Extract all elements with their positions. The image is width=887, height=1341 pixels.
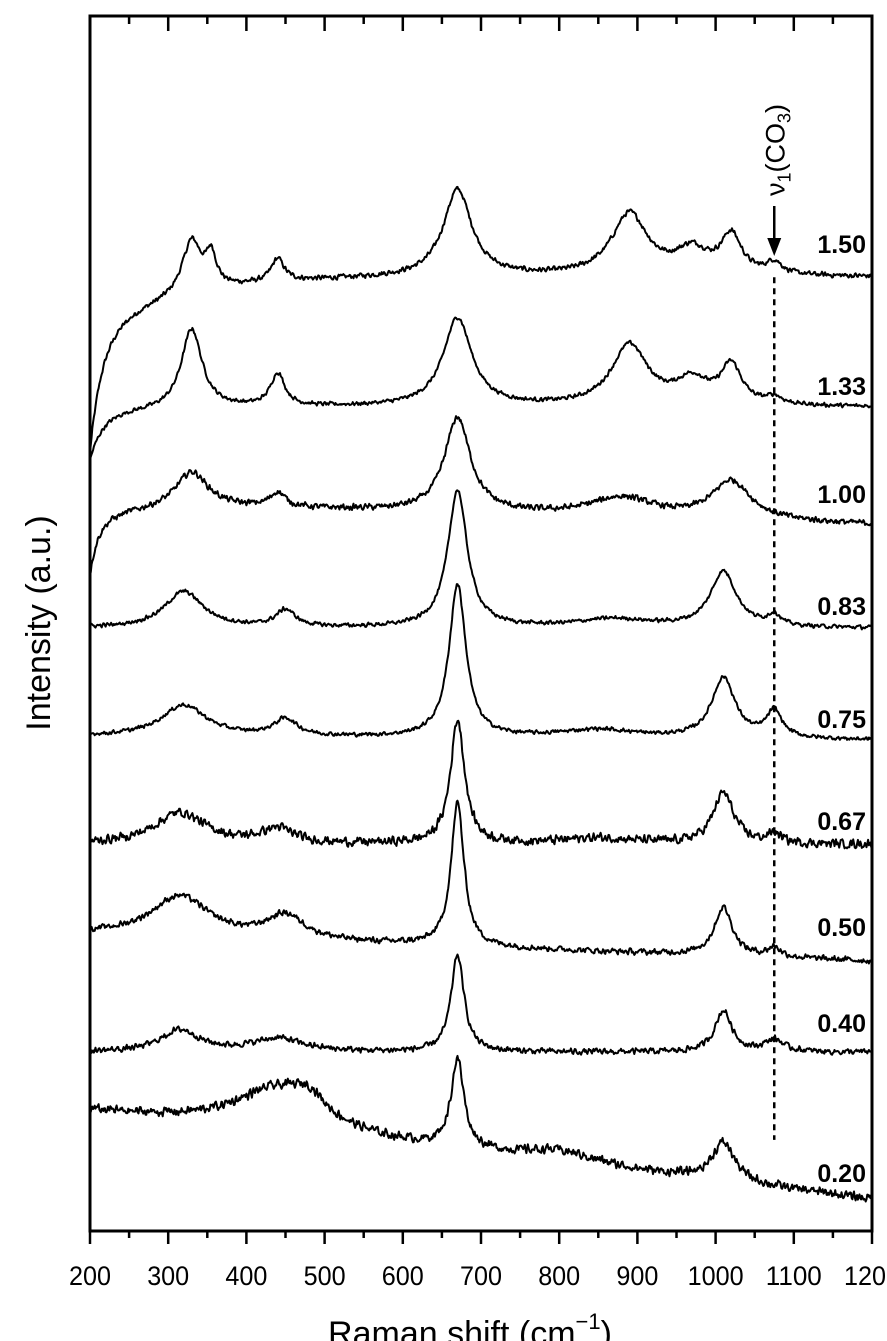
spectrum-line-1.33 xyxy=(89,316,873,460)
x-axis-title-text: Raman shift (cm xyxy=(328,1315,576,1341)
carbonate-label: ν1(CO3) xyxy=(760,104,794,196)
spectrum-line-0.40 xyxy=(89,953,873,1056)
carbonate-annotation: ν1(CO3) xyxy=(760,104,794,1140)
spectrum-line-1.50 xyxy=(89,185,873,452)
series-label: 1.50 xyxy=(817,231,866,259)
x-axis-title-close: ) xyxy=(601,1315,612,1341)
carbonate-label-sub2: 3 xyxy=(774,113,794,123)
series-label: 0.40 xyxy=(817,1010,866,1038)
series-label: 1.00 xyxy=(817,481,866,509)
spectrum-line-0.20 xyxy=(89,1054,873,1203)
x-tick-label: 900 xyxy=(616,1261,658,1291)
series-label: 0.20 xyxy=(817,1160,866,1188)
carbonate-label-close: ) xyxy=(760,104,790,113)
spectrum-line-0.67 xyxy=(89,719,873,850)
spectrum-line-1.00 xyxy=(89,415,873,576)
x-axis-title: Raman shift (cm−1) xyxy=(328,1309,612,1341)
carbonate-label-symbol: ν xyxy=(760,183,790,197)
series-label: 0.75 xyxy=(817,706,866,734)
series-label: 0.67 xyxy=(817,808,866,836)
series-label: 0.83 xyxy=(817,593,866,621)
x-tick-label: 700 xyxy=(460,1261,502,1291)
y-axis-title: Intensity (a.u.) xyxy=(20,515,58,730)
x-tick-label: 200 xyxy=(69,1261,111,1291)
series-label: 1.33 xyxy=(817,373,866,401)
spectrum-line-0.50 xyxy=(89,799,873,965)
arrow-down-icon xyxy=(767,238,782,256)
series-labels: 1.50 1.33 1.00 0.83 0.75 0.67 0.50 0.40 0.20 xyxy=(817,231,866,1188)
spectra-traces xyxy=(89,185,873,1203)
x-tick-label: 1000 xyxy=(688,1261,744,1291)
x-tick-label: 400 xyxy=(225,1261,267,1291)
x-tick-label: 1200 xyxy=(844,1261,887,1291)
spectrum-line-0.75 xyxy=(89,583,873,741)
carbonate-label-mid: (CO xyxy=(760,123,790,173)
x-tick-label: 500 xyxy=(304,1261,346,1291)
plot-frame xyxy=(88,14,874,1233)
series-label: 0.50 xyxy=(817,914,866,942)
spectrum-line-0.83 xyxy=(89,489,873,631)
axes: 200 300 400 500 600 700 800 900 1000 1100 1200 xyxy=(69,14,887,1291)
carbonate-label-sub1: 1 xyxy=(774,172,794,182)
x-tick-label: 1100 xyxy=(766,1261,822,1291)
x-tick-label: 800 xyxy=(538,1261,580,1291)
x-tick-label: 300 xyxy=(147,1261,189,1291)
x-tick-label: 600 xyxy=(382,1261,424,1291)
x-axis-title-sup: −1 xyxy=(576,1309,601,1334)
